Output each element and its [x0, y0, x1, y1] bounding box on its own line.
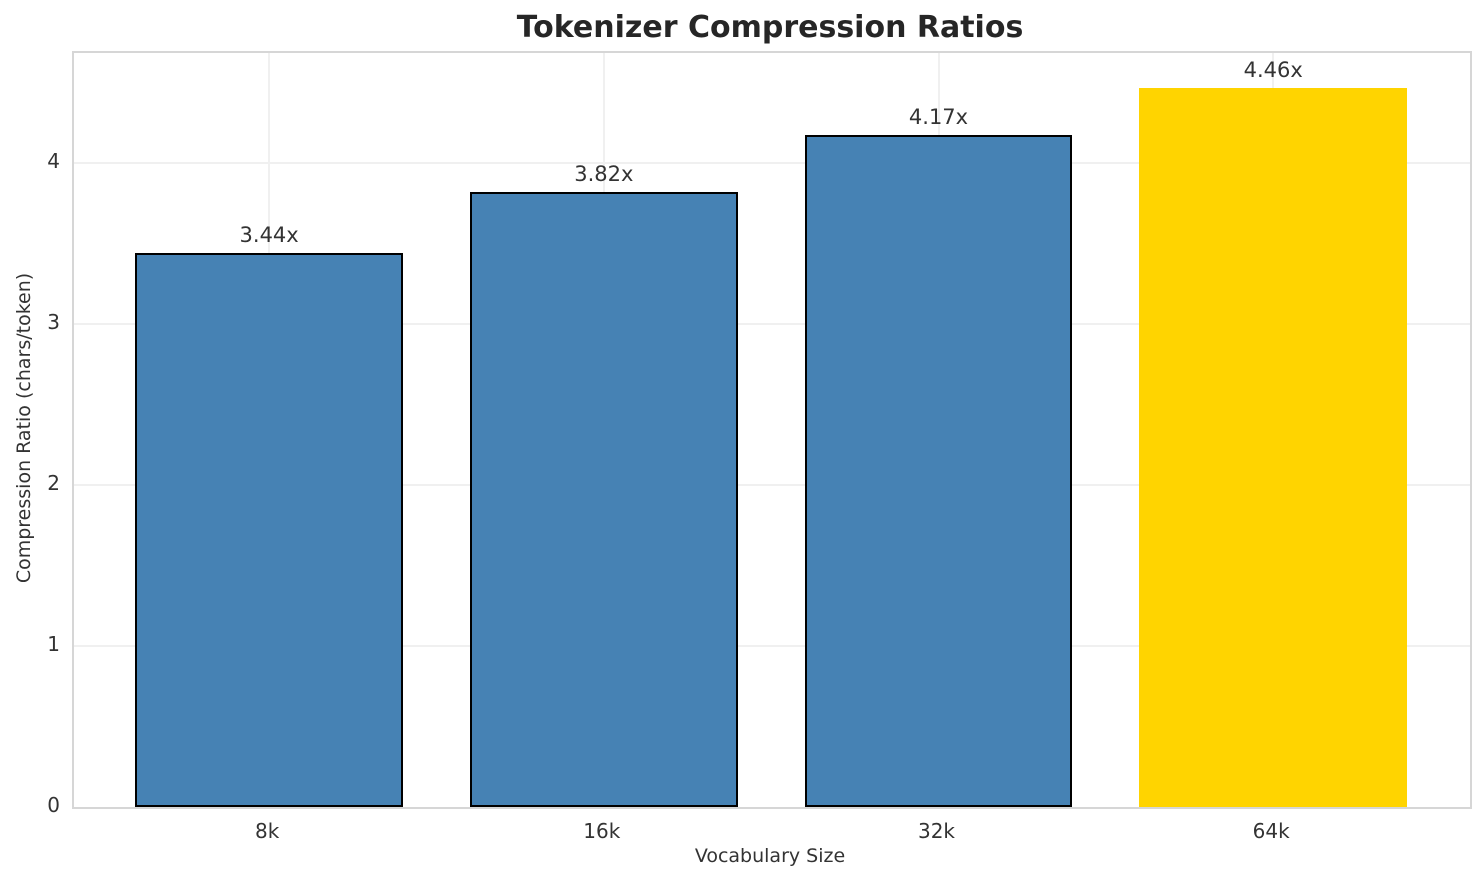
- plot-area: 3.44x 3.82x 4.17x 4.46x: [72, 51, 1472, 809]
- y-tick-label: 3: [47, 309, 60, 334]
- gridline-h: [74, 644, 1470, 647]
- gridline-h: [74, 483, 1470, 486]
- chart-title: Tokenizer Compression Ratios: [516, 10, 1024, 45]
- y-tick-label: 1: [47, 631, 60, 656]
- bar-value-label: 3.44x: [239, 222, 299, 247]
- bar-32k: [804, 135, 1073, 807]
- x-tick-label: 64k: [1252, 819, 1290, 843]
- x-tick-label: 32k: [917, 819, 956, 843]
- y-tick-label: 2: [47, 470, 60, 495]
- x-tick-label: 16k: [583, 819, 621, 843]
- bar-8k: [135, 252, 403, 807]
- bar-value-label: 4.17x: [908, 105, 969, 130]
- y-tick-label: 0: [47, 793, 60, 817]
- bar-16k: [469, 191, 738, 807]
- gridline-h: [74, 161, 1470, 164]
- bar-value-label: 3.82x: [574, 161, 634, 186]
- bar-value-label: 4.46x: [1243, 58, 1303, 83]
- gridline-h: [74, 322, 1470, 325]
- y-tick-label: 4: [47, 148, 60, 173]
- x-axis-label: Vocabulary Size: [694, 845, 846, 867]
- x-tick-label: 8k: [254, 819, 280, 843]
- bar-64k: [1139, 88, 1408, 807]
